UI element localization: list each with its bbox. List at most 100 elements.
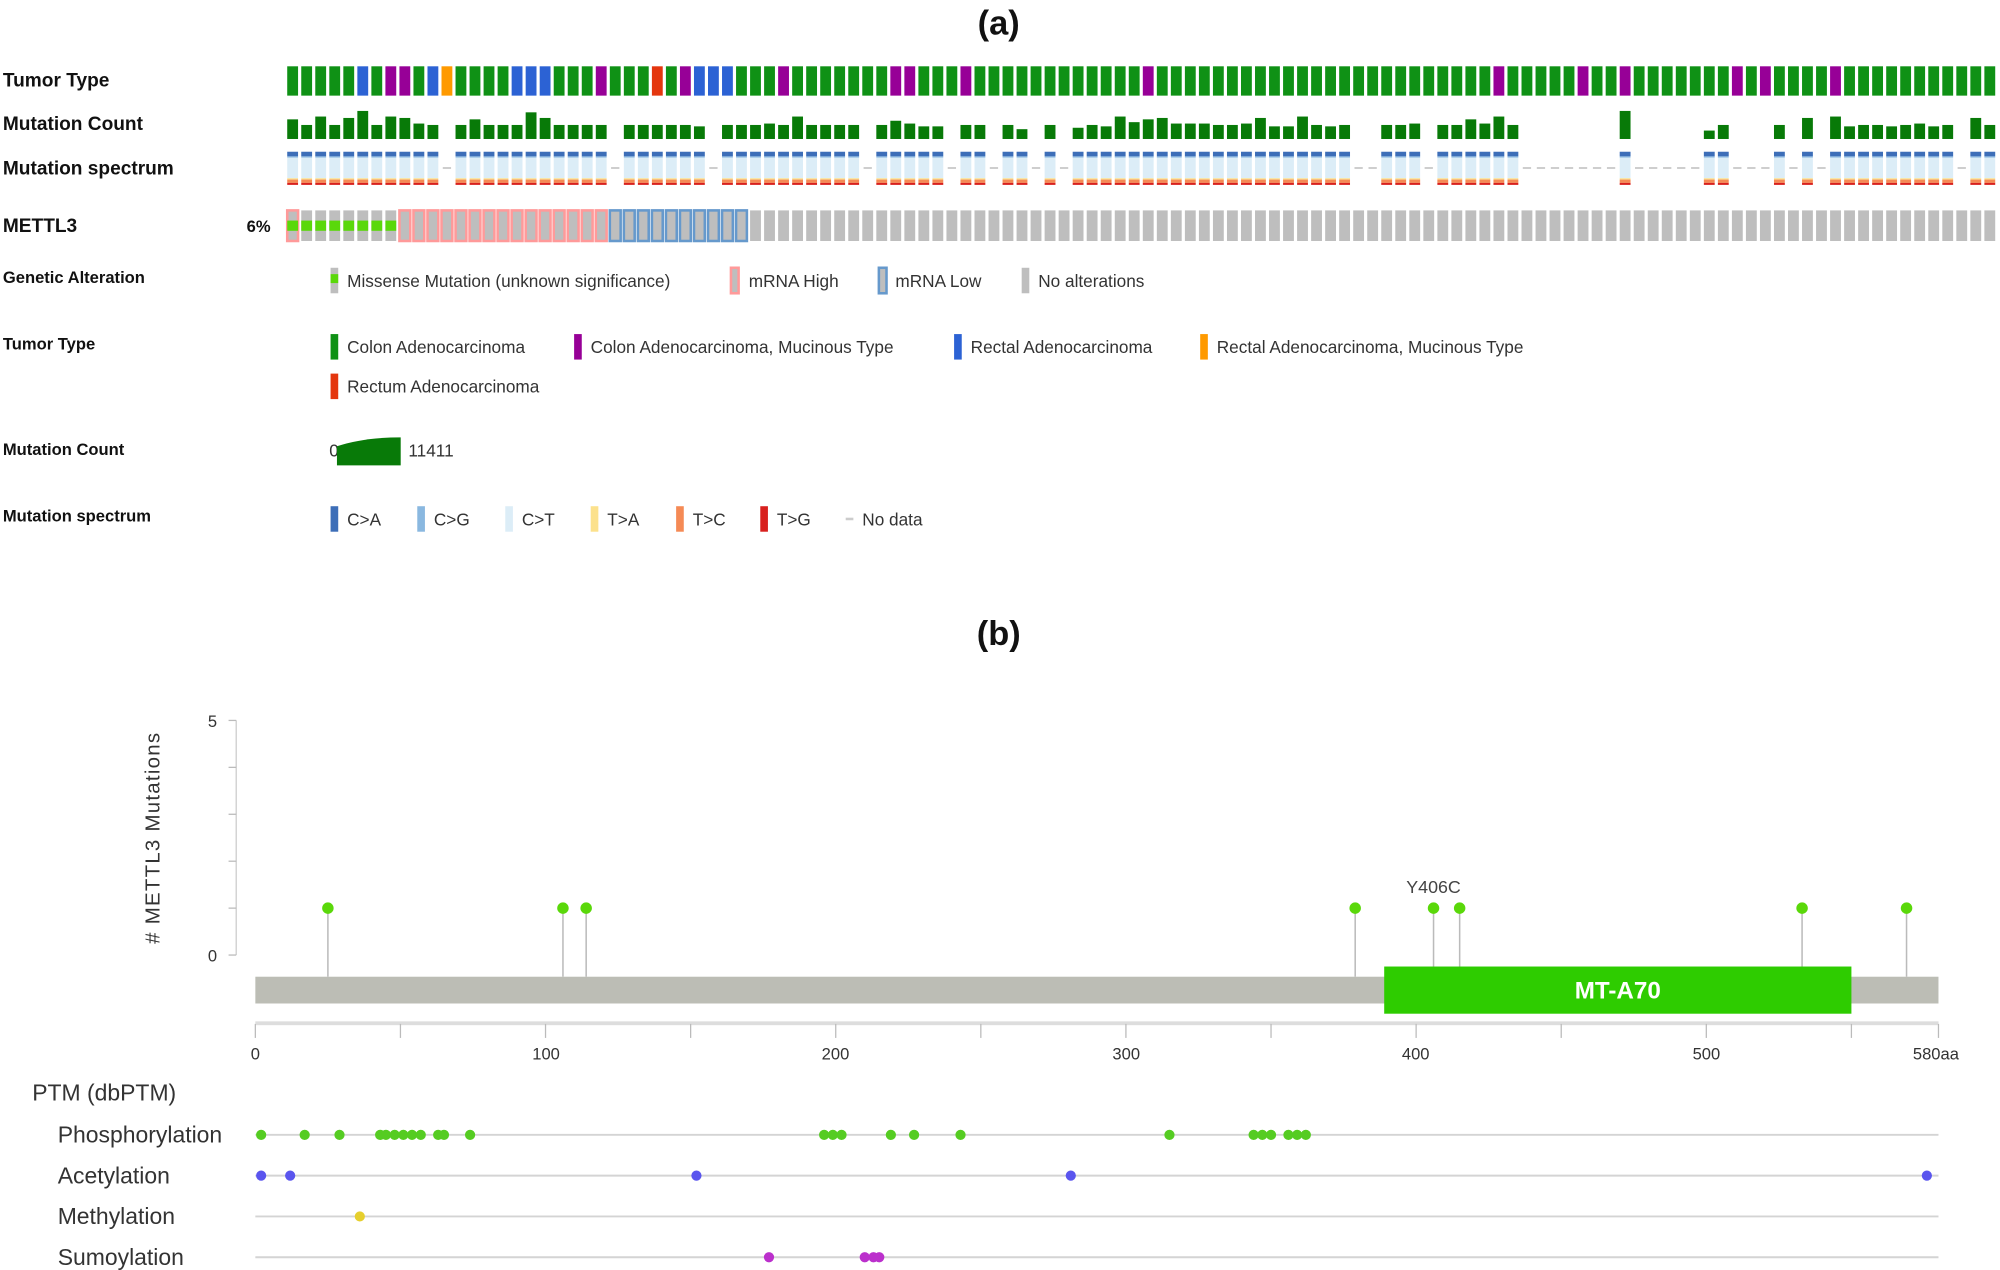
- spectrum-segment: [413, 157, 425, 179]
- tumor-type-cell: [623, 66, 635, 96]
- gene-alteration-cell: [664, 209, 679, 243]
- spectrum-segment: [525, 157, 537, 179]
- spectrum-segment: [1970, 182, 1982, 185]
- mutation-count-bar: [1184, 123, 1196, 139]
- spectrum-segment: [1297, 178, 1308, 180]
- x-axis: 0 100 200 300 400 500 580aa: [251, 1045, 1960, 1064]
- spectrum-segment: [1619, 182, 1631, 185]
- mutation-count-bar: [1100, 126, 1112, 139]
- legend-item: No data: [862, 509, 923, 529]
- spectrum-segment: [301, 178, 313, 180]
- gene-alteration-cell: [1661, 210, 1673, 241]
- spectrum-segment: [1002, 182, 1014, 185]
- ptm-track-label: Phosphorylation: [58, 1121, 223, 1147]
- gene-altered-percent: 6%: [247, 217, 271, 236]
- ptm-site: [691, 1170, 702, 1181]
- spectrum-segment: [1142, 182, 1154, 185]
- tumor-type-cell: [1269, 66, 1280, 96]
- mutation-count-bar: [960, 124, 972, 139]
- spectrum-segment: [357, 156, 369, 158]
- spectrum-segment: [1198, 182, 1210, 185]
- spectrum-segment: [329, 151, 341, 157]
- spectrum-segment: [693, 157, 705, 179]
- spectrum-segment: [301, 179, 313, 183]
- gene-alteration-cell: [678, 209, 693, 243]
- spectrum-segment: [637, 178, 649, 180]
- spectrum-segment: [848, 151, 860, 157]
- spectrum-segment: [1507, 157, 1519, 179]
- legend-item: No alterations: [1038, 271, 1144, 291]
- y-tick-label: 0: [208, 946, 217, 965]
- spectrum-segment: [904, 178, 916, 180]
- legend-label: Mutation Count: [3, 440, 125, 459]
- gene-alteration-cell: [1703, 210, 1715, 241]
- tumor-type-cell: [1900, 66, 1912, 96]
- gene-alteration-cell: [538, 209, 552, 243]
- spectrum-segment: [1128, 179, 1140, 183]
- spectrum-segment: [1170, 179, 1182, 183]
- spectrum-segment: [1844, 157, 1855, 179]
- spectrum-segment: [778, 156, 789, 158]
- spectrum-segment: [1900, 151, 1912, 157]
- spectrum-segment: [665, 151, 677, 157]
- spectrum-no-data: [709, 167, 718, 169]
- mutation-count-bar: [918, 126, 930, 139]
- spectrum-segment: [1381, 182, 1393, 185]
- tumor-type-cell: [651, 66, 663, 96]
- spectrum-segment: [1802, 179, 1813, 183]
- spectrum-segment: [343, 151, 355, 157]
- spectrum-segment: [1914, 182, 1926, 185]
- mutation-count-bar: [1142, 119, 1154, 139]
- spectrum-segment: [1984, 182, 1996, 185]
- gene-alteration-cell: [1297, 210, 1308, 241]
- gene-alteration-cell: [440, 209, 454, 243]
- spectrum-segment: [1802, 178, 1813, 180]
- spectrum-segment: [1297, 151, 1308, 157]
- tumor-type-cell: [1886, 66, 1898, 96]
- tumor-type-cell: [862, 66, 874, 96]
- gene-alteration-cell: [1900, 210, 1912, 241]
- gene-alteration-cell: [820, 210, 832, 241]
- spectrum-segment: [287, 157, 299, 179]
- spectrum-segment: [1409, 178, 1421, 180]
- spectrum-segment: [1156, 156, 1168, 158]
- gene-alteration-cell: [1844, 210, 1855, 241]
- spectrum-segment: [343, 156, 355, 158]
- spectrum-segment: [834, 151, 846, 157]
- tumor-type-cell: [946, 66, 958, 96]
- mutation-count-bar: [1226, 124, 1238, 139]
- spectrum-segment: [918, 156, 930, 158]
- tumor-type-cell: [1773, 66, 1785, 96]
- gene-alteration-cell: [1731, 210, 1743, 241]
- spectrum-segment: [385, 157, 397, 179]
- gene-alteration-cell: [706, 209, 721, 243]
- spectrum-segment: [1409, 182, 1421, 185]
- spectrum-segment: [539, 179, 551, 183]
- legend-mutation-count: Mutation Count 0 11411: [3, 437, 454, 466]
- legend-item: Colon Adenocarcinoma, Mucinous Type: [591, 337, 894, 357]
- spectrum-segment: [567, 156, 579, 158]
- spectrum-segment: [904, 157, 916, 179]
- spectrum-segment: [693, 182, 705, 185]
- spectrum-segment: [974, 182, 986, 185]
- legend-item: Rectal Adenocarcinoma, Mucinous Type: [1217, 337, 1524, 357]
- spectrum-segment: [1255, 156, 1266, 158]
- spectrum-segment: [960, 157, 972, 179]
- tumor-type-cell: [427, 66, 439, 96]
- spectrum-segment: [1339, 156, 1351, 158]
- spectrum-segment: [1255, 151, 1266, 157]
- spectrum-segment: [1142, 157, 1154, 179]
- spectrum-segment: [511, 156, 523, 158]
- spectrum-segment: [679, 179, 691, 183]
- gene-alteration-cell: [1773, 210, 1785, 241]
- spectrum-segment: [343, 179, 355, 183]
- gene-alteration-cell: [720, 209, 735, 243]
- spectrum-segment: [1044, 179, 1056, 183]
- spectrum-segment: [764, 151, 775, 157]
- spectrum-segment: [834, 156, 846, 158]
- spectrum-no-data: [1424, 167, 1433, 169]
- ptm-site: [1283, 1129, 1294, 1140]
- spectrum-segment: [665, 178, 677, 180]
- tumor-type-cell: [1184, 66, 1196, 96]
- gene-alteration-cell: [1002, 210, 1014, 241]
